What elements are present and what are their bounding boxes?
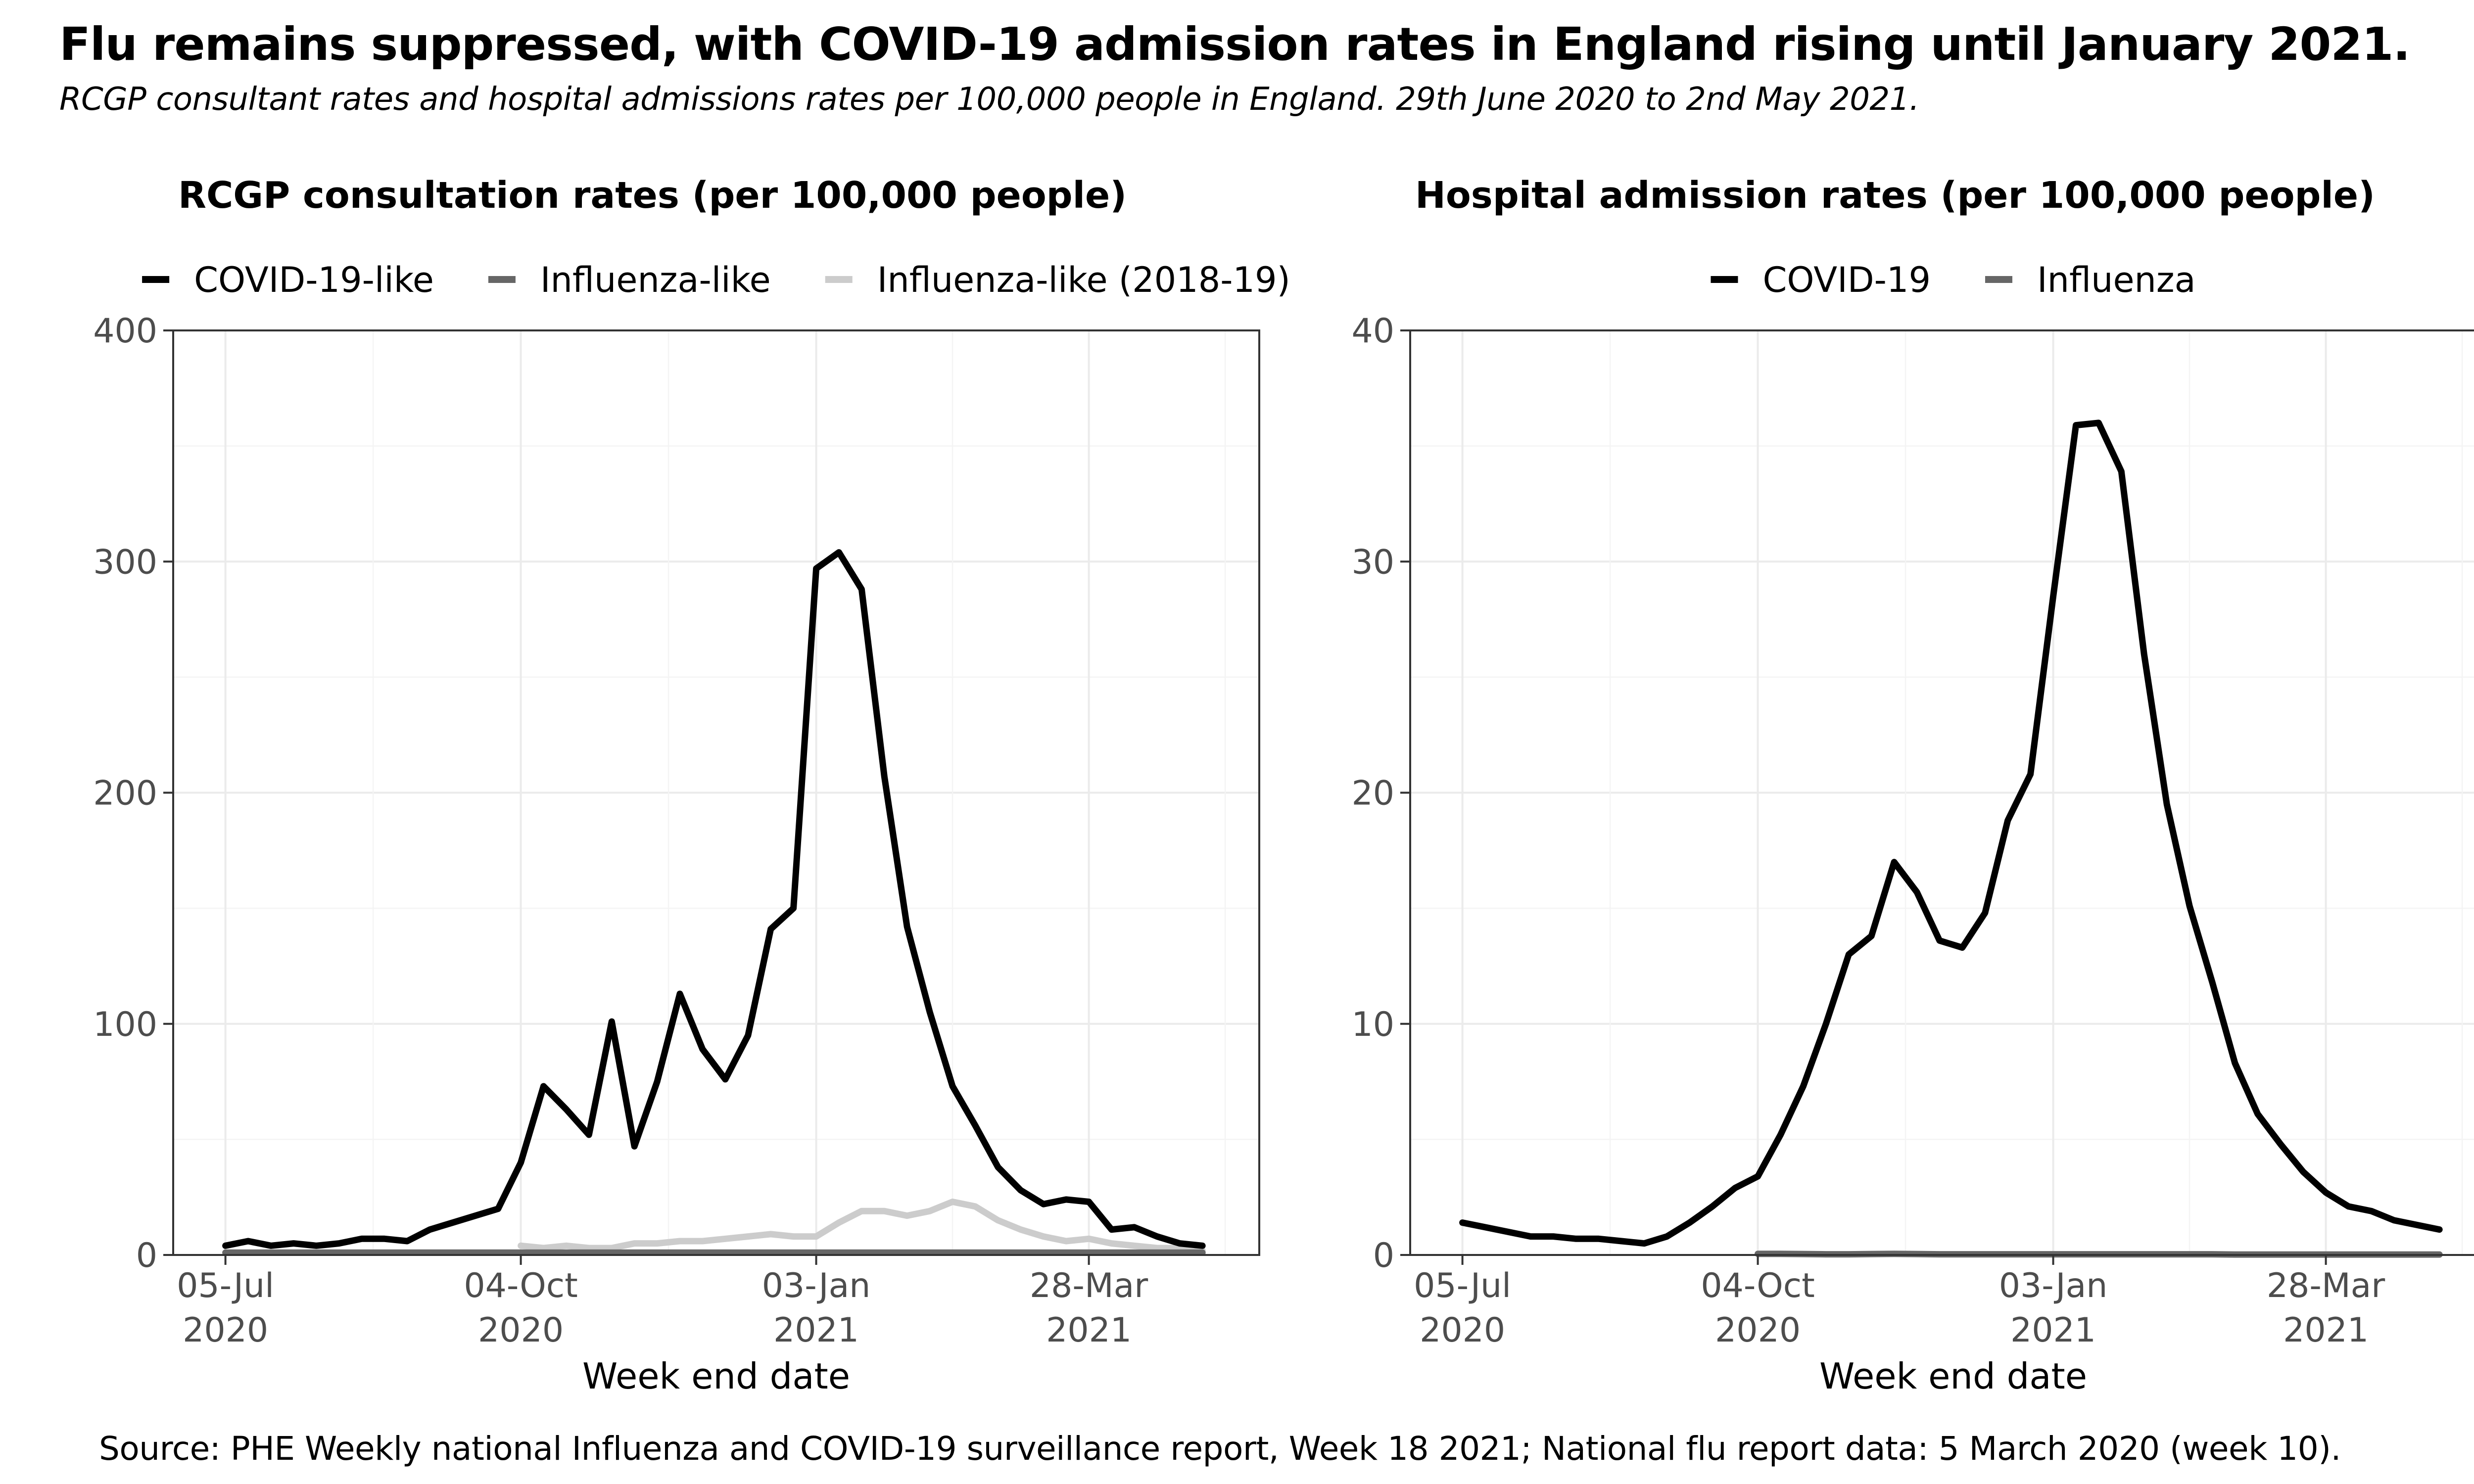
x-tick-label: 05-Jul [177, 1266, 274, 1305]
x-tick-label: 28-Mar [2267, 1266, 2385, 1305]
x-tick-label-year: 2021 [1046, 1311, 1132, 1350]
y-tick-label: 400 [93, 312, 157, 351]
y-tick-label: 0 [1373, 1236, 1394, 1275]
x-axis-title: Week end date [1819, 1355, 2087, 1397]
x-axis: 05-Jul 2020 04-Oct 2020 03-Jan 2021 28-Mar 2021 [177, 1255, 1148, 1350]
legend-item-covid-19-like: COVID-19-like [142, 260, 434, 300]
x-tick-label: 03-Jan [1999, 1266, 2108, 1305]
legend-item-influenza: Influenza [1985, 260, 2196, 300]
chart-grid [1410, 329, 2474, 1256]
x-axis: 05-Jul 2020 04-Oct 2020 03-Jan 2021 28-Mar 2021 [1414, 1255, 2385, 1350]
source-note: Source: PHE Weekly national Influenza an… [99, 1430, 2341, 1468]
x-tick-label: 05-Jul [1414, 1266, 1511, 1305]
x-tick-label-year: 2020 [1715, 1311, 1801, 1350]
x-tick-label-year: 2020 [1420, 1311, 1505, 1350]
legend-label-covid-19: COVID-19 [1762, 260, 1931, 300]
chart-grid [173, 329, 1259, 1256]
y-tick-label: 200 [93, 774, 157, 813]
x-axis-title: Week end date [582, 1355, 850, 1397]
chart-legend: COVID-19 Influenza [1711, 260, 2196, 300]
chart-panel-1: RCGP consultation rates (per 100,000 peo… [93, 174, 1290, 1397]
y-tick-label: 40 [1351, 312, 1394, 351]
legend-label-influenza: Influenza [2037, 260, 2196, 300]
x-tick-label: 04-Oct [464, 1266, 578, 1305]
x-tick-label-year: 2020 [183, 1311, 268, 1350]
legend-item-influenza-like: Influenza-like [488, 260, 771, 300]
chart-title: Hospital admission rates (per 100,000 pe… [1415, 174, 2375, 217]
x-tick-label-year: 2021 [2283, 1311, 2369, 1350]
legend-item-influenza-like-2018-19: Influenza-like (2018-19) [825, 260, 1290, 300]
chart-panel-2: Hospital admission rates (per 100,000 pe… [1351, 174, 2474, 1397]
y-axis: 0 100 200 300 400 [93, 312, 173, 1275]
y-tick-label: 100 [93, 1005, 157, 1044]
y-tick-label: 20 [1351, 774, 1394, 813]
series-line-covid-19 [1459, 419, 2443, 1247]
x-tick-label-year: 2021 [2010, 1311, 2096, 1350]
page-title: Flu remains suppressed, with COVID-19 ad… [59, 18, 2410, 71]
x-tick-label: 28-Mar [1030, 1266, 1148, 1305]
legend-label-influenza-like: Influenza-like [540, 260, 771, 300]
y-tick-label: 300 [93, 543, 157, 582]
y-tick-label: 30 [1351, 543, 1394, 582]
legend-item-covid-19: COVID-19 [1711, 260, 1931, 300]
page-subtitle: RCGP consultant rates and hospital admis… [59, 81, 1919, 118]
legend-label-covid-19-like: COVID-19-like [194, 260, 434, 300]
x-tick-label-year: 2021 [773, 1311, 859, 1350]
series-line-influenza-like-2018-19 [518, 1199, 1206, 1254]
y-tick-label: 10 [1351, 1005, 1394, 1044]
legend-label-influenza-like-2018-19: Influenza-like (2018-19) [877, 260, 1290, 300]
x-tick-label-year: 2020 [478, 1311, 564, 1350]
series-line-covid-19-like [222, 549, 1206, 1249]
chart-title: RCGP consultation rates (per 100,000 peo… [178, 174, 1127, 217]
x-tick-label: 03-Jan [762, 1266, 871, 1305]
chart-legend: COVID-19-like Influenza-like Influenza-lik… [142, 260, 1290, 300]
y-axis: 0 10 20 30 40 [1351, 312, 1410, 1275]
x-tick-label: 04-Oct [1701, 1266, 1815, 1305]
y-tick-label: 0 [136, 1236, 157, 1275]
